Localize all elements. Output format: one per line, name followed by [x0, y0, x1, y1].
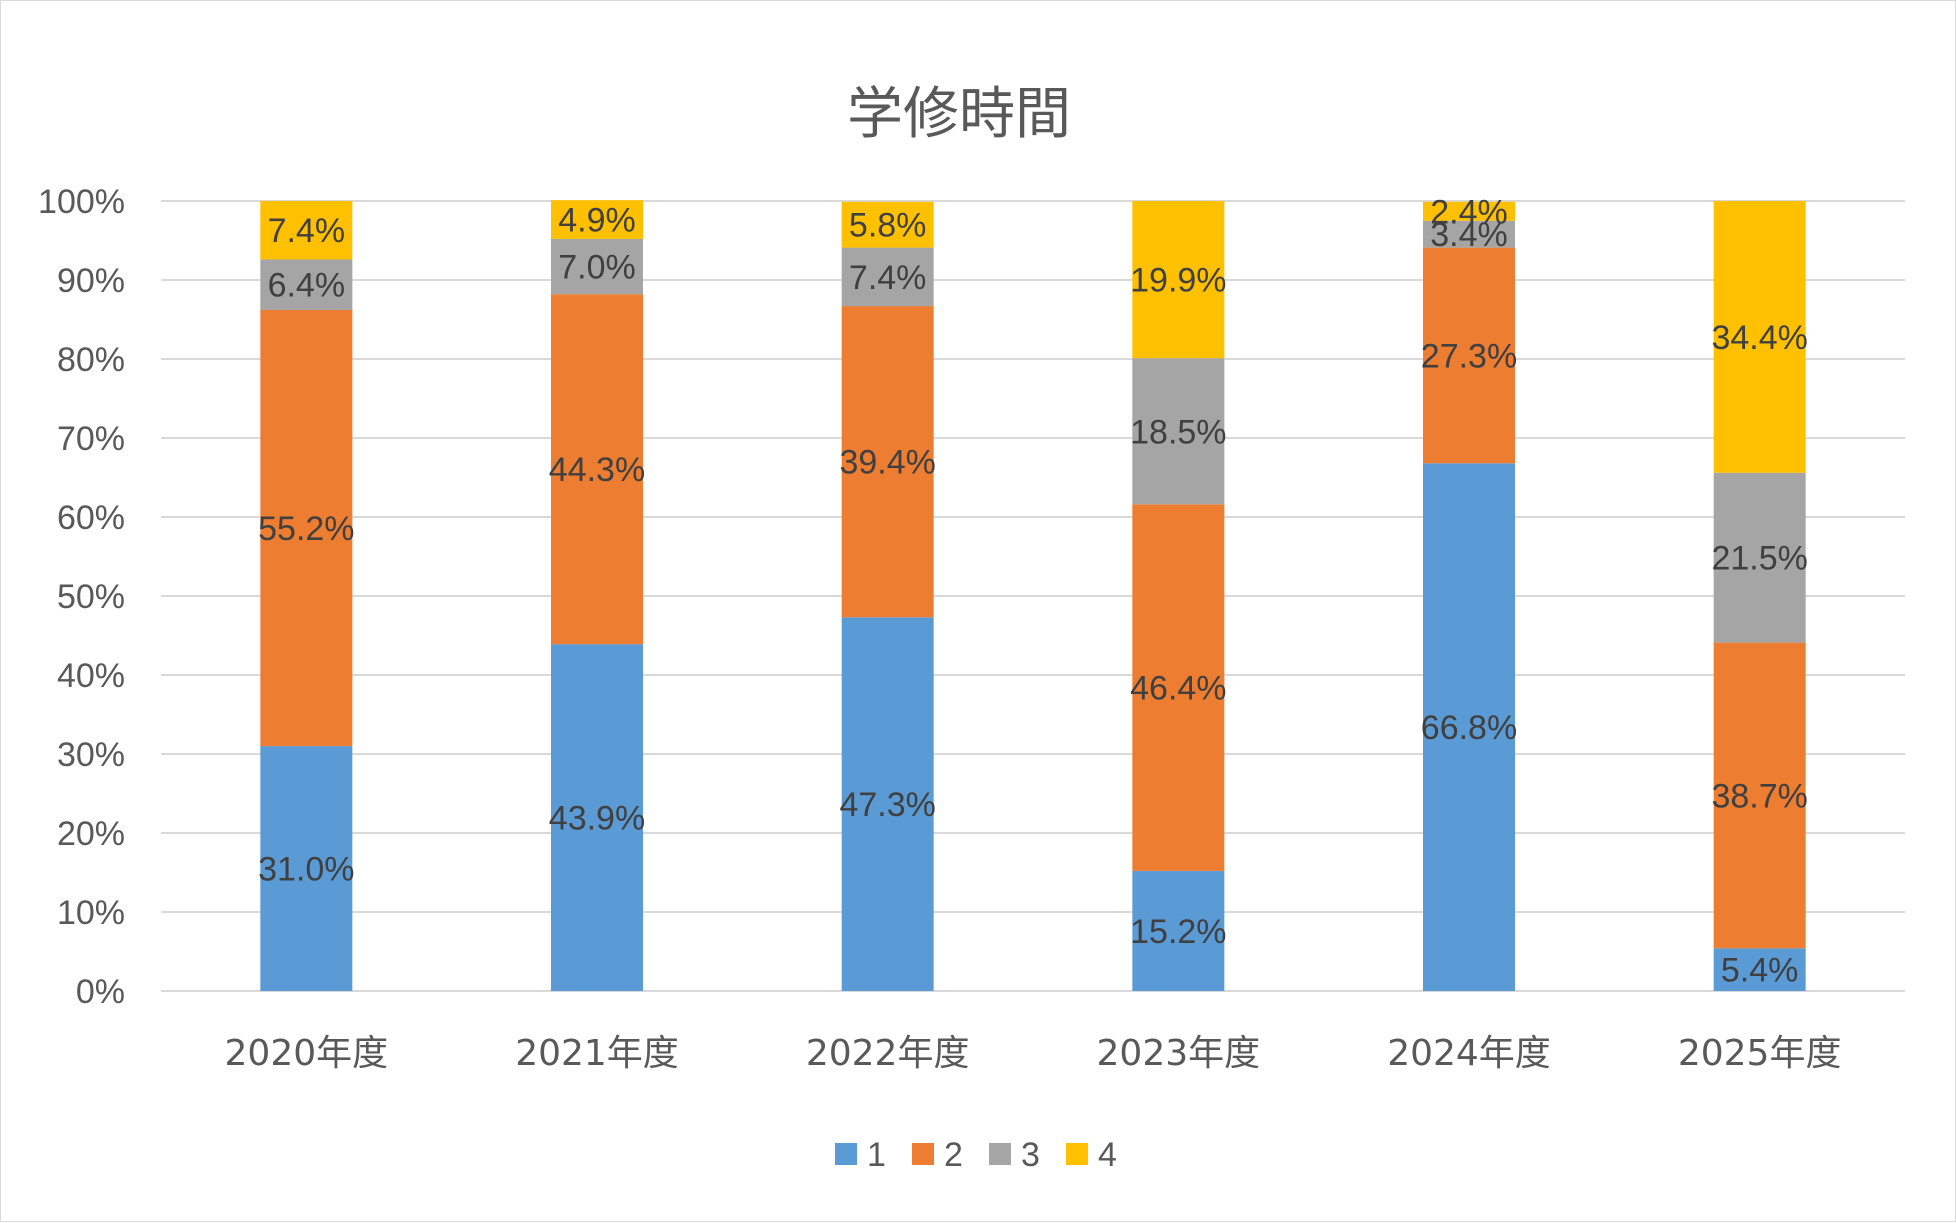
- legend-item: 3: [989, 1136, 1040, 1174]
- y-tick-label: 70%: [57, 420, 125, 458]
- legend-swatch: [912, 1143, 934, 1165]
- bar-segment: [260, 310, 353, 747]
- data-label: 7.4%: [849, 259, 927, 297]
- y-axis-ticks: 0% 10% 20% 30% 40% 50% 60% 70% 80% 90% 100%: [38, 183, 125, 1011]
- data-label: 19.9%: [1130, 262, 1226, 300]
- bar-segment: [1713, 201, 1806, 473]
- data-label: 6.4%: [268, 267, 346, 305]
- bar-segment: [1132, 504, 1225, 871]
- x-category-label: 2022年度: [806, 1033, 970, 1074]
- legend-swatch: [989, 1143, 1011, 1165]
- bar-segment: [260, 259, 353, 311]
- bar-segment: [1132, 358, 1225, 505]
- chart-title: 学修時間: [847, 82, 1071, 147]
- y-tick-label: 100%: [38, 183, 125, 221]
- bar-segment: [1423, 220, 1515, 248]
- data-label: 43.9%: [549, 800, 645, 838]
- data-label: 2.4%: [1430, 193, 1508, 231]
- data-label: 7.4%: [268, 212, 346, 250]
- data-label: 27.3%: [1421, 337, 1517, 375]
- bar-segment: [841, 247, 934, 307]
- bar-segment: [260, 746, 353, 991]
- bar-segment: [841, 306, 934, 618]
- data-label: 46.4%: [1130, 670, 1226, 708]
- bar-segment: [1423, 247, 1515, 464]
- data-label: 44.3%: [549, 451, 645, 489]
- bar-segment: [1423, 463, 1515, 991]
- data-label: 7.0%: [558, 249, 636, 287]
- y-tick-label: 0%: [76, 973, 125, 1011]
- x-category-label: 2021年度: [515, 1033, 679, 1074]
- y-tick-label: 60%: [57, 499, 125, 537]
- bar-segment: [841, 201, 934, 248]
- x-category-label: 2024年度: [1387, 1033, 1551, 1074]
- data-label: 4.9%: [558, 202, 636, 240]
- data-label: 31.0%: [258, 851, 354, 889]
- gridlines: [161, 200, 1905, 992]
- legend-item: 2: [912, 1136, 963, 1174]
- data-label: 21.5%: [1711, 540, 1807, 578]
- bars: [260, 200, 1806, 991]
- x-category-label: 2025年度: [1678, 1033, 1842, 1074]
- y-tick-label: 90%: [57, 262, 125, 300]
- bar-segment: [1423, 201, 1515, 221]
- x-category-label: 2020年度: [225, 1033, 389, 1074]
- data-label: 5.4%: [1721, 952, 1799, 990]
- legend-swatch: [1066, 1143, 1088, 1165]
- y-tick-label: 40%: [57, 657, 125, 695]
- legend: 1 2 3 4: [835, 1136, 1117, 1174]
- data-label: 3.4%: [1430, 216, 1508, 254]
- data-label: 5.8%: [849, 207, 927, 245]
- x-category-label: 2023年度: [1097, 1033, 1261, 1074]
- data-label: 55.2%: [258, 510, 354, 548]
- data-label: 39.4%: [839, 444, 935, 482]
- x-axis-categories: 2020年度 2021年度 2022年度 2023年度 2024年度 2025年度: [225, 1033, 1842, 1074]
- bar-segment: [1132, 201, 1225, 359]
- bar-segment: [551, 238, 643, 295]
- legend-label: 2: [944, 1136, 963, 1174]
- y-tick-label: 30%: [57, 736, 125, 774]
- bar-segment: [1713, 472, 1806, 643]
- y-tick-label: 50%: [57, 578, 125, 616]
- y-tick-label: 20%: [57, 815, 125, 853]
- bar-segment: [1713, 642, 1806, 949]
- bar-segment: [551, 644, 643, 991]
- bar-segment: [260, 201, 353, 260]
- data-label: 15.2%: [1130, 913, 1226, 951]
- data-label: 66.8%: [1421, 709, 1517, 747]
- legend-item: 1: [835, 1136, 886, 1174]
- y-tick-label: 80%: [57, 341, 125, 379]
- data-label: 18.5%: [1130, 413, 1226, 451]
- data-label: 38.7%: [1711, 777, 1807, 815]
- bar-segment: [551, 294, 643, 645]
- bar-segment: [1713, 948, 1806, 991]
- bar-segment: [551, 200, 643, 239]
- data-label: 34.4%: [1711, 319, 1807, 357]
- data-label: 47.3%: [839, 786, 935, 824]
- legend-item: 4: [1066, 1136, 1117, 1174]
- legend-label: 1: [867, 1136, 886, 1174]
- bar-segment: [841, 617, 934, 991]
- y-tick-label: 10%: [57, 894, 125, 932]
- bar-segment: [1132, 870, 1225, 991]
- data-labels: 31.0% 55.2% 6.4% 7.4% 43.9% 44.3% 7.0% 4.9% 47.3…: [258, 193, 1808, 989]
- legend-label: 3: [1021, 1136, 1040, 1174]
- legend-swatch: [835, 1143, 857, 1165]
- legend-label: 4: [1098, 1136, 1117, 1174]
